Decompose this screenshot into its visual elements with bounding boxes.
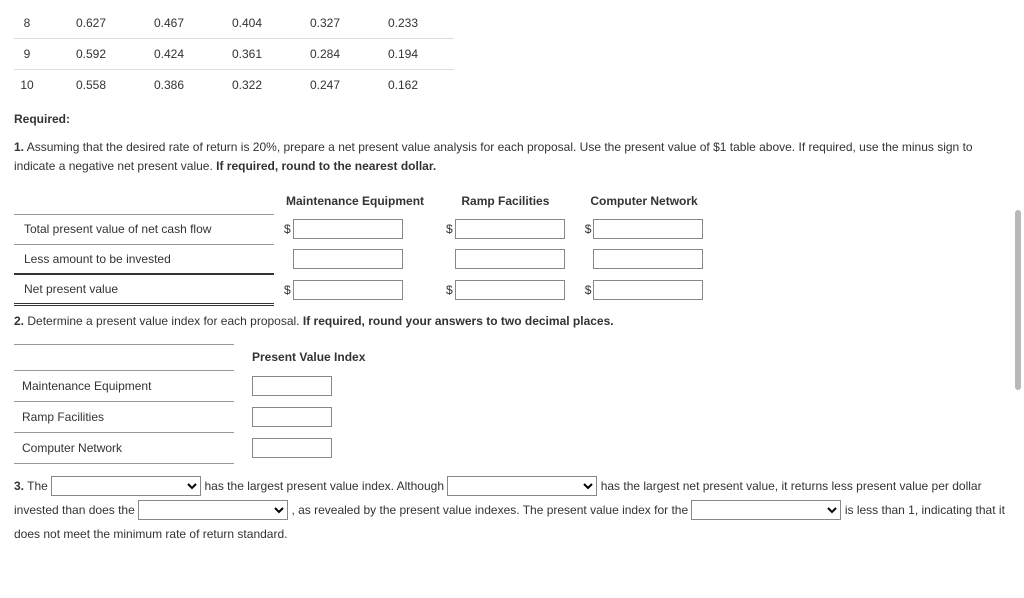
pvi-table: Present Value Index Maintenance Equipmen… bbox=[14, 344, 383, 464]
table-row: Net present value $ $ $ bbox=[14, 274, 713, 305]
pvi-row-label: Maintenance Equipment bbox=[14, 370, 234, 401]
q3-t4: , as revealed by the present value index… bbox=[291, 503, 691, 517]
pv-c4: 0.327 bbox=[298, 8, 376, 39]
q3-number: 3. bbox=[14, 479, 24, 493]
pv-c3: 0.322 bbox=[220, 70, 298, 101]
npv-input-ramp-inv[interactable] bbox=[455, 249, 565, 269]
npv-calc-table: Maintenance Equipment Ramp Facilities Co… bbox=[14, 188, 713, 306]
pvi-row-label: Ramp Facilities bbox=[14, 401, 234, 432]
dollar-sign: $ bbox=[585, 281, 592, 299]
q3-dropdown-2[interactable] bbox=[447, 476, 597, 496]
pv-n: 10 bbox=[14, 70, 64, 101]
required-heading: Required: bbox=[14, 110, 1010, 128]
col-header-ramp: Ramp Facilities bbox=[436, 188, 575, 214]
npv-input-maint-inv[interactable] bbox=[293, 249, 403, 269]
table-row: 10 0.558 0.386 0.322 0.247 0.162 bbox=[14, 70, 454, 101]
q3-t2: has the largest present value index. Alt… bbox=[205, 479, 448, 493]
pvi-header: Present Value Index bbox=[234, 344, 383, 370]
pv-c5: 0.233 bbox=[376, 8, 454, 39]
pv-c2: 0.386 bbox=[142, 70, 220, 101]
q3-dropdown-3[interactable] bbox=[138, 500, 288, 520]
present-value-table: 8 0.627 0.467 0.404 0.327 0.233 9 0.592 … bbox=[14, 8, 454, 100]
pvi-input-maint[interactable] bbox=[252, 376, 332, 396]
col-header-comp: Computer Network bbox=[575, 188, 714, 214]
row-label: Less amount to be invested bbox=[14, 244, 274, 274]
pv-c5: 0.162 bbox=[376, 70, 454, 101]
q3-dropdown-1[interactable] bbox=[51, 476, 201, 496]
q2-instruction: 2. Determine a present value index for e… bbox=[14, 312, 1010, 331]
q3-dropdown-4[interactable] bbox=[691, 500, 841, 520]
dollar-sign: $ bbox=[446, 281, 453, 299]
table-row: Less amount to be invested $ $ $ bbox=[14, 244, 713, 274]
npv-input-comp-pv[interactable] bbox=[593, 219, 703, 239]
pv-n: 8 bbox=[14, 8, 64, 39]
npv-input-ramp-net[interactable] bbox=[455, 280, 565, 300]
q3-t1: The bbox=[27, 479, 51, 493]
q3-paragraph: 3. The has the largest present value ind… bbox=[14, 474, 1010, 546]
pv-c2: 0.467 bbox=[142, 8, 220, 39]
npv-input-comp-net[interactable] bbox=[593, 280, 703, 300]
pv-c1: 0.627 bbox=[64, 8, 142, 39]
pv-n: 9 bbox=[14, 39, 64, 70]
q1-number: 1. bbox=[14, 140, 24, 154]
q2-text-b: If required, round your answers to two d… bbox=[303, 314, 614, 328]
dollar-sign: $ bbox=[585, 220, 592, 238]
table-row: Computer Network bbox=[14, 432, 383, 463]
table-row: Ramp Facilities bbox=[14, 401, 383, 432]
q2-text-a: Determine a present value index for each… bbox=[27, 314, 303, 328]
q1-text-b: If required, round to the nearest dollar… bbox=[216, 159, 436, 173]
q1-instruction: 1. Assuming that the desired rate of ret… bbox=[14, 138, 1010, 176]
pv-c1: 0.558 bbox=[64, 70, 142, 101]
dollar-sign: $ bbox=[446, 220, 453, 238]
pv-c4: 0.284 bbox=[298, 39, 376, 70]
row-label: Total present value of net cash flow bbox=[14, 214, 274, 244]
pv-c5: 0.194 bbox=[376, 39, 454, 70]
npv-input-maint-net[interactable] bbox=[293, 280, 403, 300]
pvi-row-label: Computer Network bbox=[14, 432, 234, 463]
npv-input-maint-pv[interactable] bbox=[293, 219, 403, 239]
col-header-maint: Maintenance Equipment bbox=[274, 188, 436, 214]
dollar-sign: $ bbox=[284, 281, 291, 299]
q2-number: 2. bbox=[14, 314, 24, 328]
row-label: Net present value bbox=[14, 274, 274, 305]
scrollbar-thumb[interactable] bbox=[1015, 210, 1021, 390]
table-row: Total present value of net cash flow $ $… bbox=[14, 214, 713, 244]
pv-c1: 0.592 bbox=[64, 39, 142, 70]
table-row: 8 0.627 0.467 0.404 0.327 0.233 bbox=[14, 8, 454, 39]
npv-input-ramp-pv[interactable] bbox=[455, 219, 565, 239]
pv-c3: 0.361 bbox=[220, 39, 298, 70]
pvi-input-comp[interactable] bbox=[252, 438, 332, 458]
dollar-sign: $ bbox=[284, 220, 291, 238]
pvi-input-ramp[interactable] bbox=[252, 407, 332, 427]
table-row: Maintenance Equipment bbox=[14, 370, 383, 401]
q1-text-a: Assuming that the desired rate of return… bbox=[14, 140, 973, 173]
npv-input-comp-inv[interactable] bbox=[593, 249, 703, 269]
pv-c3: 0.404 bbox=[220, 8, 298, 39]
table-row: 9 0.592 0.424 0.361 0.284 0.194 bbox=[14, 39, 454, 70]
pv-c2: 0.424 bbox=[142, 39, 220, 70]
pv-c4: 0.247 bbox=[298, 70, 376, 101]
